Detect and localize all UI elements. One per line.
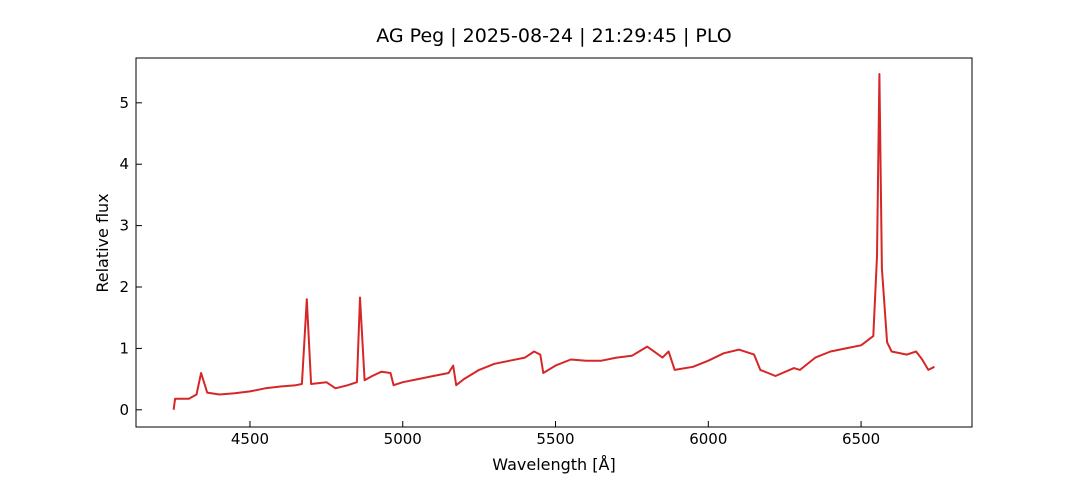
y-tick-label: 1 — [119, 339, 129, 357]
chart-title: AG Peg | 2025-08-24 | 21:29:45 | PLO — [376, 25, 731, 47]
x-tick-label: 6000 — [689, 430, 727, 448]
spectrum-line — [172, 73, 935, 410]
y-axis-label: Relative flux — [93, 193, 112, 292]
x-tick-label: 5000 — [384, 430, 422, 448]
y-tick-label: 5 — [119, 94, 129, 112]
y-tick-label: 0 — [119, 401, 129, 419]
x-axis-label: Wavelength [Å] — [492, 455, 615, 474]
plot-frame — [135, 57, 973, 428]
x-tick-label: 4500 — [231, 430, 269, 448]
x-tick-label: 5500 — [536, 430, 574, 448]
y-tick-label: 2 — [119, 278, 129, 296]
x-tick-label: 6500 — [842, 430, 880, 448]
y-tick-label: 4 — [119, 155, 129, 173]
y-tick-label: 3 — [119, 217, 129, 235]
